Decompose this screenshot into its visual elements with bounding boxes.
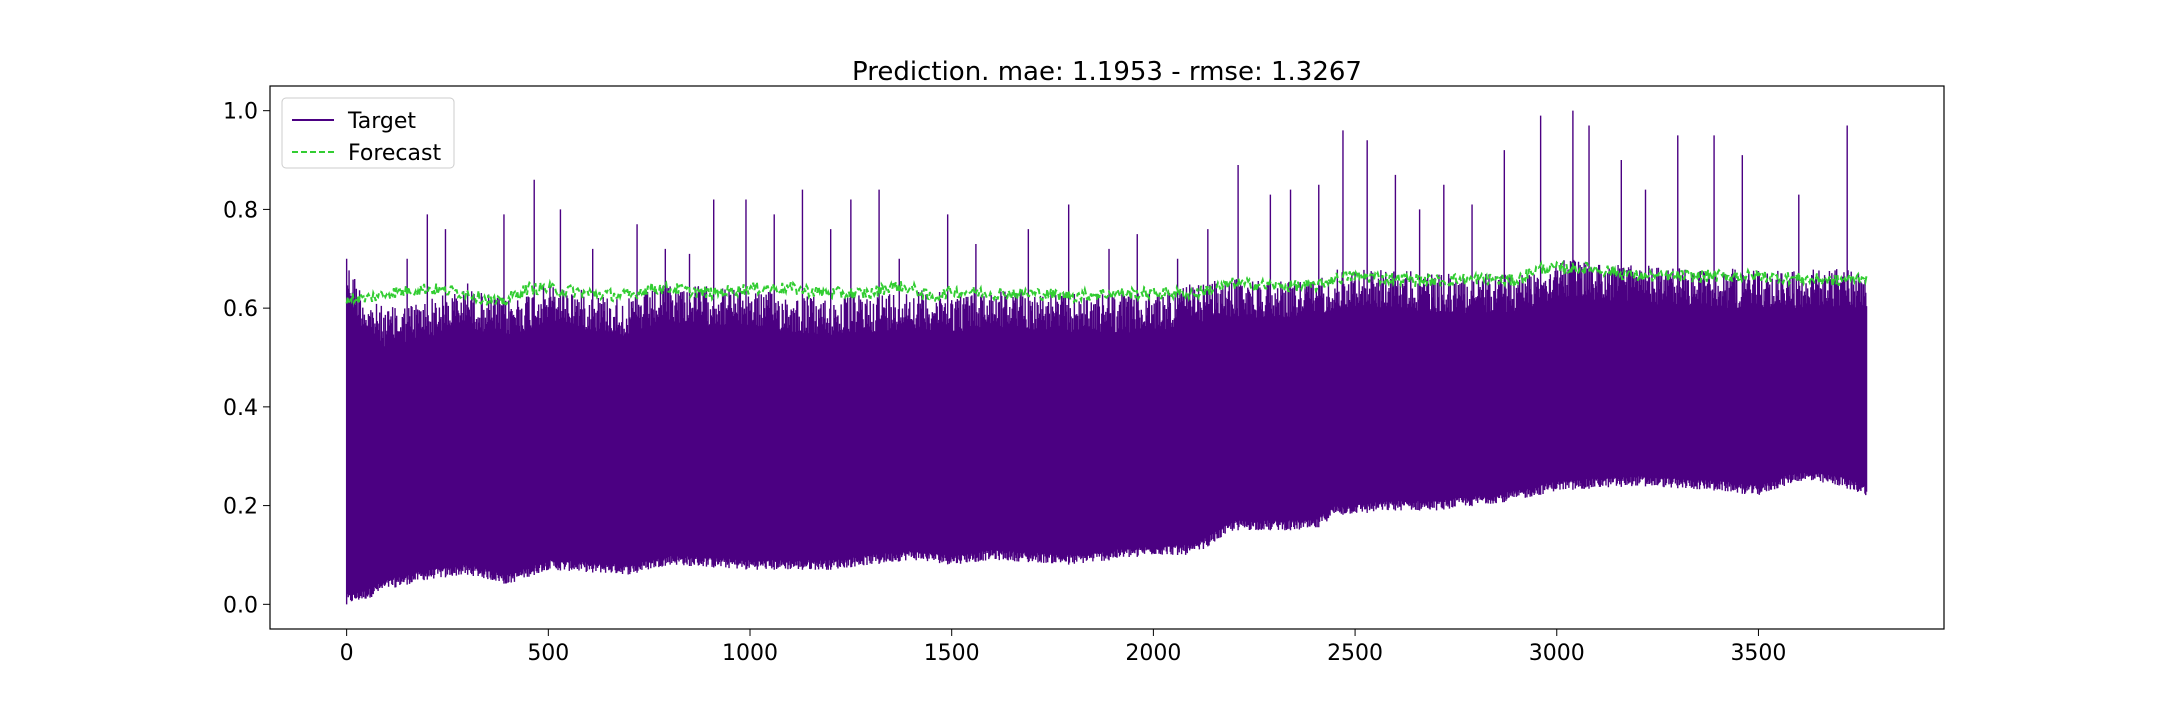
legend-label-target: Target	[347, 109, 416, 134]
y-tick-label: 0.8	[223, 198, 258, 223]
x-tick-label: 1500	[924, 641, 980, 666]
x-tick-label: 3500	[1730, 641, 1786, 666]
legend-label-forecast: Forecast	[348, 141, 441, 166]
series-line-forecast	[345, 259, 1868, 306]
legend: Target Forecast	[281, 97, 455, 169]
x-tick-label: 2500	[1327, 641, 1383, 666]
y-tick-label: 0.6	[223, 297, 258, 322]
x-tick-label: 0	[340, 641, 354, 666]
y-tick-label: 0.2	[223, 495, 258, 520]
y-tick-label: 0.0	[223, 593, 258, 618]
legend-box	[281, 97, 455, 169]
chart-title: Prediction. mae: 1.1953 - rmse: 1.3267	[852, 57, 1362, 87]
y-tick-label: 0.4	[223, 396, 258, 421]
y-tick-label: 1.0	[223, 100, 258, 125]
series-line-target	[345, 110, 1868, 605]
x-tick-label: 1000	[722, 641, 778, 666]
x-tick-label: 2000	[1125, 641, 1181, 666]
x-tick-label: 3000	[1529, 641, 1585, 666]
plot-frame	[269, 85, 1945, 630]
x-tick-label: 500	[527, 641, 569, 666]
